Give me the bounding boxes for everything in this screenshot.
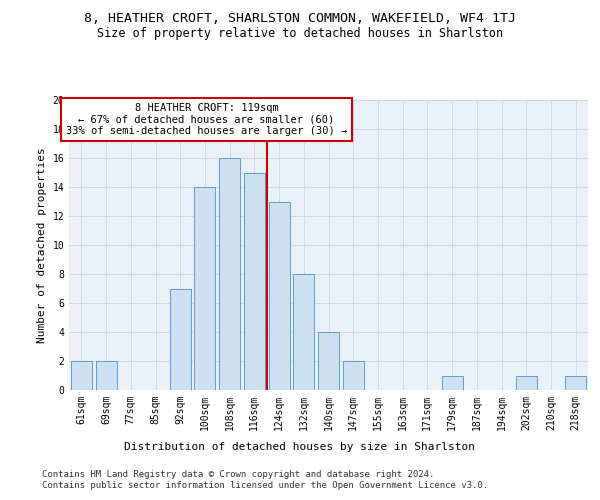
Text: Contains HM Land Registry data © Crown copyright and database right 2024.: Contains HM Land Registry data © Crown c… [42,470,434,479]
Bar [194,187,215,390]
Text: Distribution of detached houses by size in Sharlston: Distribution of detached houses by size … [125,442,476,452]
Bar [244,172,265,390]
Bar [170,288,191,390]
Bar [293,274,314,390]
Text: 8, HEATHER CROFT, SHARLSTON COMMON, WAKEFIELD, WF4 1TJ: 8, HEATHER CROFT, SHARLSTON COMMON, WAKE… [84,12,516,26]
Bar [516,376,537,390]
Text: Contains public sector information licensed under the Open Government Licence v3: Contains public sector information licen… [42,481,488,490]
Bar [71,361,92,390]
Bar [318,332,339,390]
Bar [442,376,463,390]
Bar [219,158,240,390]
Bar [269,202,290,390]
Bar [565,376,586,390]
Text: 8 HEATHER CROFT: 119sqm
← 67% of detached houses are smaller (60)
33% of semi-de: 8 HEATHER CROFT: 119sqm ← 67% of detache… [66,103,347,136]
Y-axis label: Number of detached properties: Number of detached properties [37,147,47,343]
Bar [95,361,116,390]
Text: Size of property relative to detached houses in Sharlston: Size of property relative to detached ho… [97,28,503,40]
Bar [343,361,364,390]
